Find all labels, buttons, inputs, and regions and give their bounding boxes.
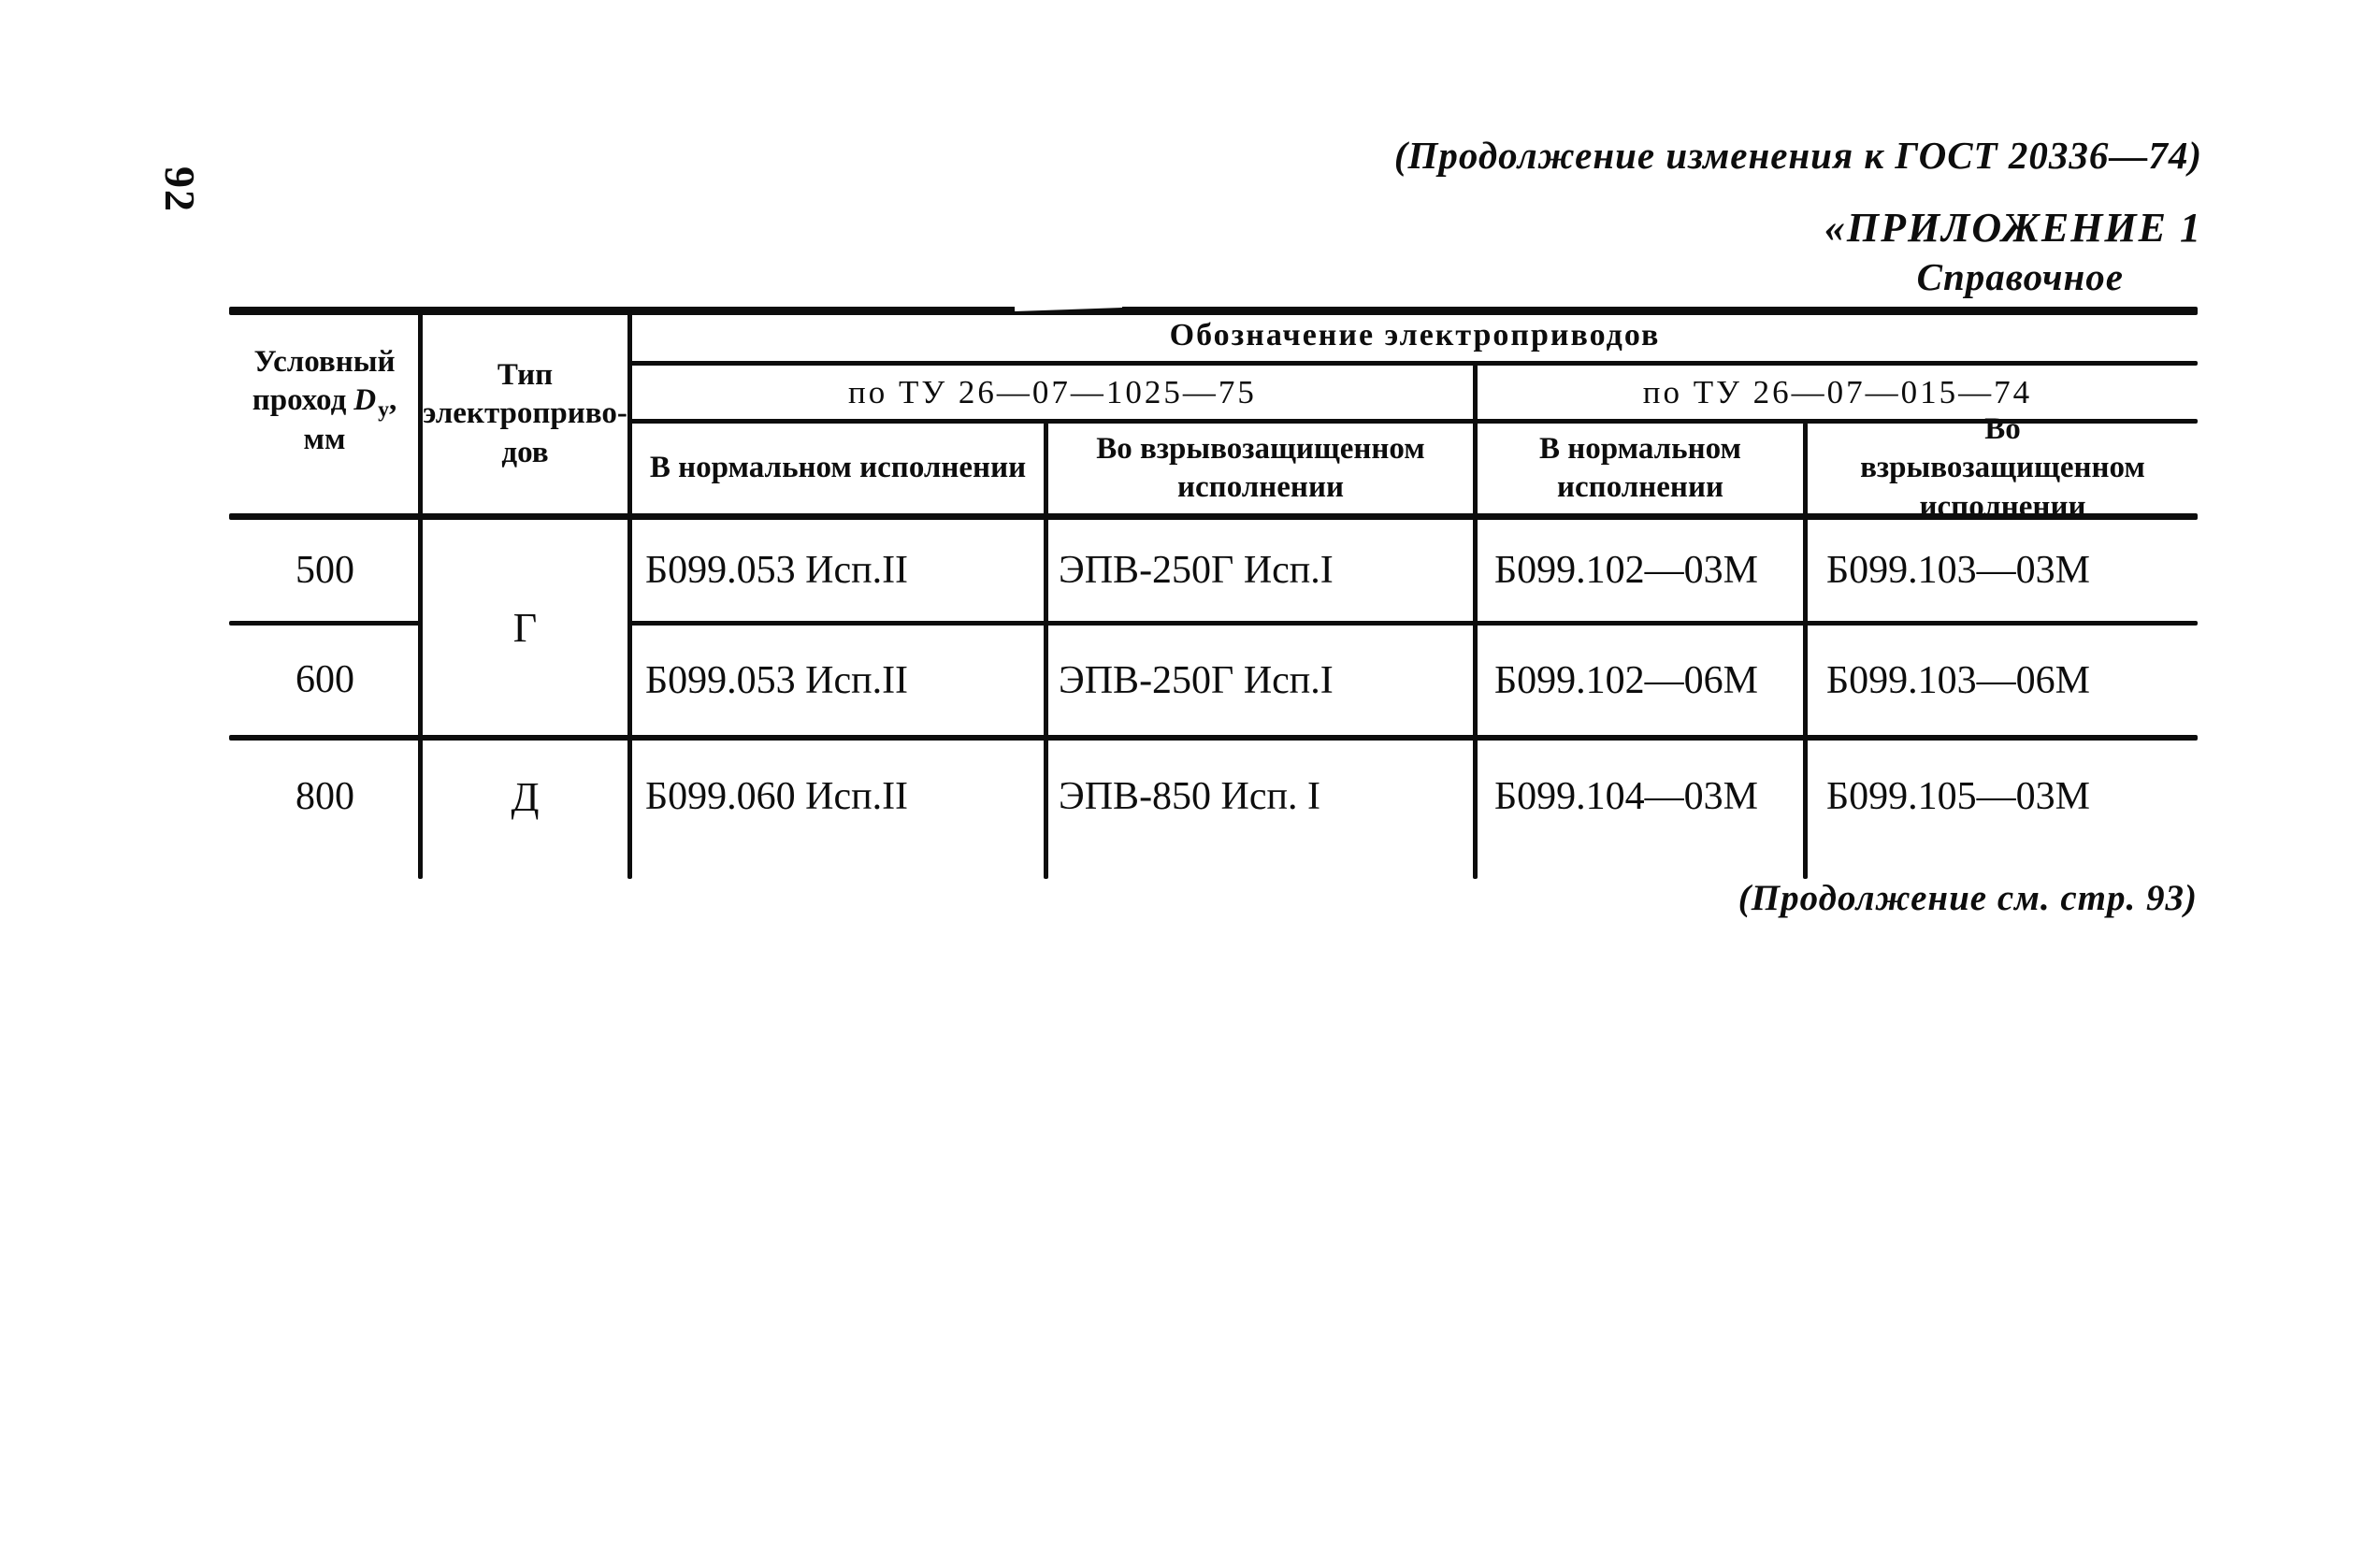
sub-header-tu1-normal: В нормальном исполнении [649,451,1027,485]
table-row-600-tu1-normal: Б099.053 Исп.II [645,658,909,702]
col-divider-4 [1473,365,1478,879]
table-row-800-tu1-ex: ЭПВ-850 Исп. I [1059,775,1320,818]
dy-symbol: D [353,383,377,418]
sub-header-tu2-normal: В нормальном исполнении [1539,431,1741,504]
table-row-800-dn: 800 [296,774,354,818]
span-header-designation: Обозначение электроприводов [1169,317,1661,352]
rule-under-tu-headers [628,419,2198,424]
page-number: 92 [156,166,205,213]
table-border-top [229,307,2198,315]
appendix-subtitle: Справочное [1916,255,2124,298]
dy-subscript: у [378,397,389,423]
header-bottom-rule [229,513,2198,520]
table-row-600-tu2-ex: Б099.103—06М [1826,658,2090,702]
table-row-500-tu2-ex: Б099.103—03М [1826,549,2090,592]
table-row-600-tu1-ex: ЭПВ-250Г Исп.I [1059,658,1334,702]
row-divider-500-600-col1 [229,621,421,626]
row-divider-600-800 [229,735,2198,741]
col-divider-3 [1044,423,1048,879]
appendix-title: «ПРИЛОЖЕНИЕ 1 [1824,205,2202,251]
group-header-tu1: по ТУ 26—07—1025—75 [848,373,1257,410]
sub-header-tu1-explosionproof: Во взрывозащищенном исполнении [1096,431,1425,504]
table-row-500-tu1-ex: ЭПВ-250Г Исп.I [1059,549,1334,592]
rule-under-span-header [628,361,2198,366]
col-header-drive-type: Тип электроприво- дов [423,358,627,469]
col-divider-1 [418,310,423,879]
type-cell-g: Г [512,604,538,651]
type-cell-d: Д [511,773,540,820]
table-row-500-tu1-normal: Б099.053 Исп.II [645,549,909,592]
table-row-800-tu2-ex: Б099.105—03М [1826,775,2090,818]
col-divider-5 [1803,423,1808,879]
table-row-500-tu2-normal: Б099.102—03М [1494,549,1758,592]
col-divider-2 [627,310,632,879]
table-row-500-dn: 500 [296,548,354,592]
table-row-800-tu2-normal: Б099.104—03М [1494,775,1758,818]
table-row-600-tu2-normal: Б099.102—06М [1494,658,1758,702]
group-header-tu2: по ТУ 26—07—015—74 [1642,373,2033,410]
table-row-800-tu1-normal: Б099.060 Исп.II [645,775,909,818]
sub-header-tu2-explosionproof: Во взрывозащищенном исполнении [1860,412,2145,524]
row-divider-500-600 [628,621,2198,626]
col-header-conditional-bore: Условный проход Dу, мм [252,345,397,456]
table-row-600-dn: 600 [296,658,354,702]
continuation-note-bottom: (Продолжение см. стр. 93) [1738,878,2198,918]
continuation-note-top: (Продолжение изменения к ГОСТ 20336—74) [1393,134,2202,177]
